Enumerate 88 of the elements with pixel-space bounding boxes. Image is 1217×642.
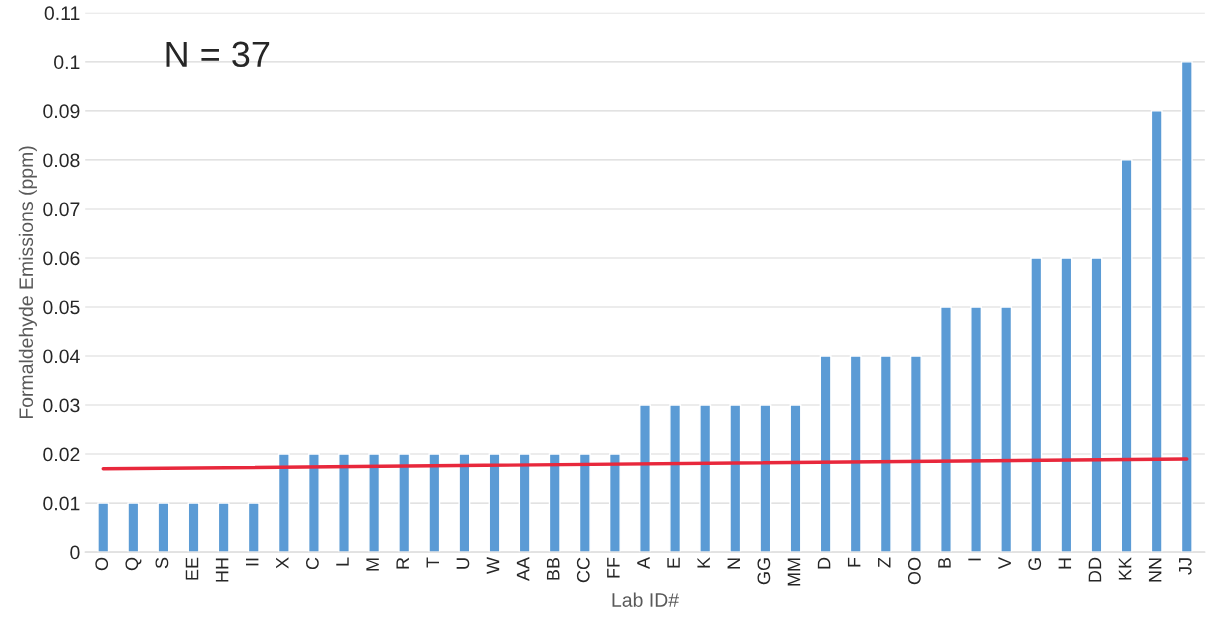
x-tick-label: FF [607, 557, 620, 578]
bar [849, 355, 862, 553]
x-tick-label: JJ [1179, 558, 1192, 575]
x-tick-label: BB [546, 557, 560, 580]
bar [879, 355, 892, 553]
bar [398, 453, 411, 553]
bar [940, 306, 952, 553]
x-tick-label: OO [907, 557, 921, 585]
y-tick-label: 0.05 [43, 300, 80, 315]
bar [1090, 257, 1103, 553]
bar [277, 453, 290, 553]
y-tick-label: 0.02 [43, 447, 80, 462]
x-tick-label: CC [576, 557, 590, 583]
x-tick-label: N [727, 558, 740, 569]
x-tick-label: F [847, 557, 861, 567]
x-tick-label: D [817, 557, 831, 569]
annotation: N = 37 [166, 41, 270, 68]
y-tick-label: 0.08 [43, 153, 80, 168]
x-tick-label: K [697, 557, 710, 568]
bar [307, 453, 320, 553]
y-tick-label: 0.04 [43, 349, 80, 364]
bar [127, 502, 140, 553]
x-tick-label: U [456, 558, 470, 569]
x-tick-label: KK [1118, 557, 1132, 580]
x-tick-label: MM [787, 558, 801, 586]
bar [518, 453, 531, 553]
bar [819, 355, 832, 553]
x-tick-label: A [637, 557, 650, 569]
x-tick-label: AA [516, 557, 530, 582]
y-tick-label: 0.07 [43, 202, 80, 217]
x-tick-label: HH [215, 558, 229, 582]
bar [1150, 110, 1163, 553]
y-axis-title: Formaldehyde Emissions (ppm) [18, 146, 37, 419]
x-tick-label: NN [1148, 558, 1162, 582]
bar [970, 306, 983, 553]
x-tick-label: C [305, 557, 319, 570]
bar [639, 404, 651, 553]
x-tick-label: B [938, 557, 951, 568]
x-tick-label: W [486, 557, 500, 574]
bar [578, 453, 591, 553]
bar [428, 453, 441, 553]
bar [548, 453, 561, 553]
bar [759, 404, 772, 553]
y-tick-label: 0.03 [43, 398, 80, 413]
x-tick-label: EE [185, 557, 199, 580]
x-axis-title: Lab ID# [612, 592, 679, 607]
x-tick-label: I [968, 558, 981, 561]
x-tick-label: R [396, 557, 409, 569]
x-tick-label: GG [757, 558, 771, 585]
y-tick-label: 0.11 [44, 6, 80, 21]
x-tick-label: S [155, 557, 169, 569]
x-tick-label: E [667, 557, 680, 568]
x-tick-label: G [1028, 558, 1042, 571]
bar [1060, 257, 1073, 553]
x-tick-label: DD [1088, 557, 1102, 582]
bar [1000, 306, 1013, 553]
y-tick-label: 0.09 [43, 104, 80, 119]
x-tick-label: Q [125, 557, 142, 571]
bar [458, 453, 471, 553]
x-tick-label: T [426, 557, 439, 568]
bar [699, 404, 712, 553]
bar [157, 502, 170, 553]
y-tick-label: 0.06 [43, 251, 80, 266]
x-tick-label: V [998, 557, 1011, 569]
x-tick-label: II [245, 558, 259, 566]
bar [187, 502, 200, 553]
y-tick-label: 0.1 [54, 55, 80, 70]
bar [669, 404, 682, 553]
bar [1180, 61, 1193, 553]
bar [789, 404, 802, 553]
y-tick-label: 0 [70, 545, 80, 560]
bar [729, 404, 742, 553]
x-tick-label: M [366, 558, 379, 571]
bar [247, 502, 260, 553]
bar [97, 502, 110, 553]
bar [217, 502, 230, 553]
bar [608, 453, 621, 553]
bar [368, 453, 381, 553]
x-tick-label: L [336, 557, 349, 566]
bar [1030, 257, 1043, 553]
bar [1120, 159, 1133, 553]
x-tick-label: H [1058, 558, 1072, 569]
x-tick-label: O [95, 557, 109, 571]
bar [338, 453, 350, 553]
y-tick-label: 0.01 [43, 496, 80, 511]
bar [909, 355, 922, 553]
x-tick-label: Z [878, 557, 891, 568]
x-tick-label: X [276, 557, 289, 569]
